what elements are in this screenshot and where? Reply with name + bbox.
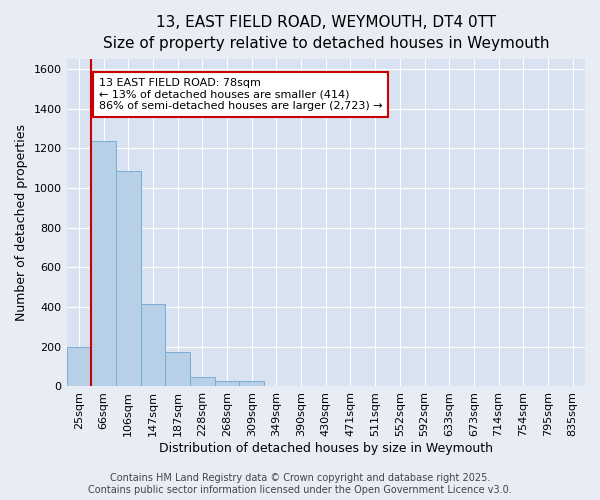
Title: 13, EAST FIELD ROAD, WEYMOUTH, DT4 0TT
Size of property relative to detached hou: 13, EAST FIELD ROAD, WEYMOUTH, DT4 0TT S… [103,15,549,51]
Bar [215,382,239,386]
Bar [165,352,190,386]
Text: 13 EAST FIELD ROAD: 78sqm
← 13% of detached houses are smaller (414)
86% of semi: 13 EAST FIELD ROAD: 78sqm ← 13% of detac… [98,78,382,111]
Y-axis label: Number of detached properties: Number of detached properties [15,124,28,322]
Bar [67,347,91,387]
Bar [116,171,140,386]
X-axis label: Distribution of detached houses by size in Weymouth: Distribution of detached houses by size … [159,442,493,455]
Text: Contains HM Land Registry data © Crown copyright and database right 2025.
Contai: Contains HM Land Registry data © Crown c… [88,474,512,495]
Bar [140,304,165,386]
Bar [91,142,116,386]
Bar [239,382,264,386]
Bar [190,376,215,386]
